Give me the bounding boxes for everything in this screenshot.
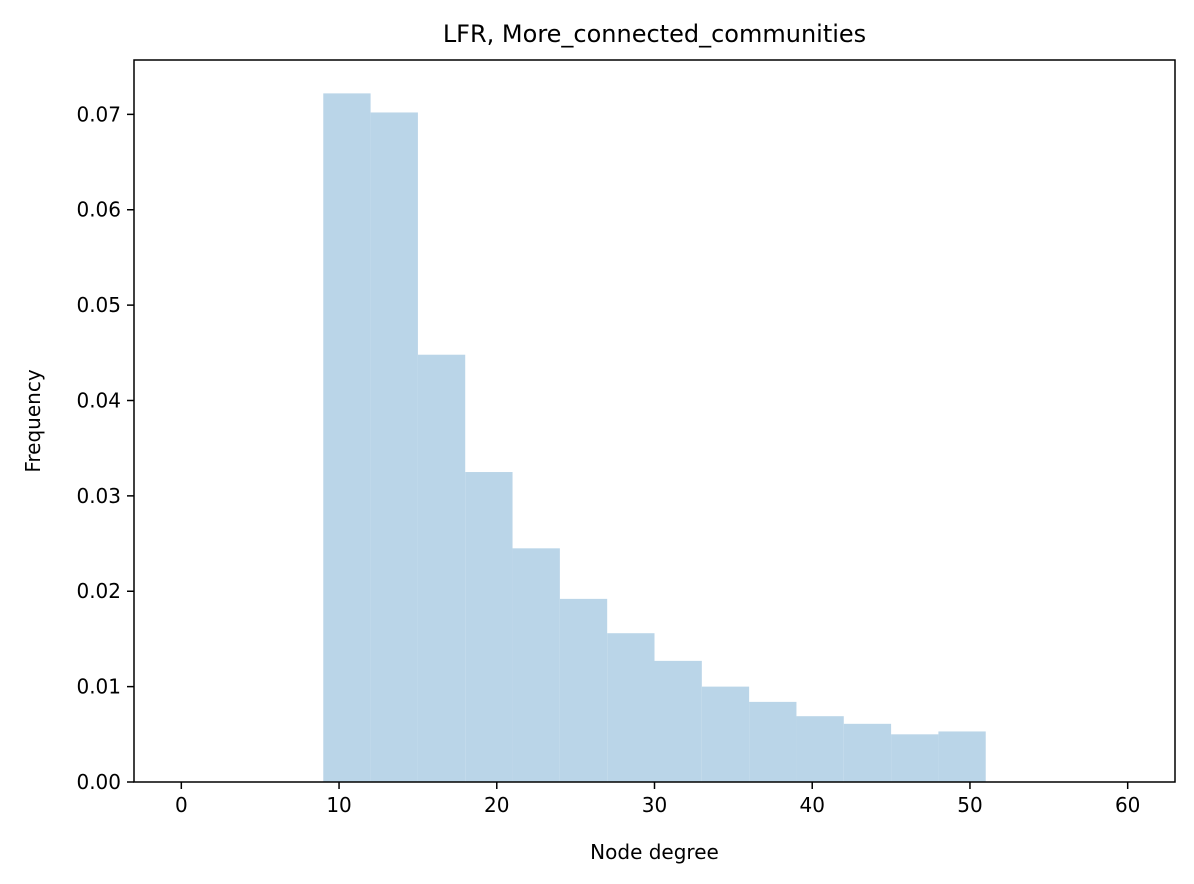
x-axis-title: Node degree [590, 840, 719, 864]
histogram-bar-12 [891, 734, 939, 782]
y-tick-label: 0.05 [76, 293, 121, 317]
histogram-bar-3 [465, 472, 513, 782]
y-tick-label: 0.03 [76, 484, 121, 508]
y-axis-title: Frequency [21, 369, 45, 472]
histogram-bar-7 [654, 660, 702, 782]
histogram-bar-13 [938, 731, 986, 782]
x-tick-label: 0 [175, 793, 188, 817]
histogram-bar-1 [370, 112, 418, 782]
y-tick-label: 0.02 [76, 579, 121, 603]
chart-title: LFR, More_connected_communities [443, 20, 866, 48]
y-tick-label: 0.07 [76, 102, 121, 126]
histogram-bar-6 [607, 633, 655, 782]
x-tick-label: 30 [642, 793, 667, 817]
x-tick-label: 50 [957, 793, 982, 817]
histogram-bar-8 [701, 686, 750, 782]
histogram-bar-10 [796, 716, 844, 782]
y-tick-label: 0.06 [76, 198, 121, 222]
x-tick-label: 20 [484, 793, 509, 817]
histogram-bar-2 [417, 354, 466, 782]
histogram-bar-11 [843, 723, 892, 782]
histogram-bar-4 [512, 548, 560, 782]
x-axis-ticks: 0 10 20 30 40 50 60 [175, 782, 1140, 817]
x-tick-label: 40 [800, 793, 825, 817]
y-tick-label: 0.00 [76, 770, 121, 794]
bars [323, 93, 986, 782]
histogram-bar-9 [749, 701, 797, 782]
y-tick-label: 0.01 [76, 675, 121, 699]
x-tick-label: 10 [326, 793, 351, 817]
histogram-bar-0 [323, 93, 371, 782]
histogram-bar-5 [559, 598, 608, 782]
y-tick-label: 0.04 [76, 388, 121, 412]
x-tick-label: 60 [1115, 793, 1140, 817]
y-axis-ticks: 0.00 0.01 0.02 0.03 0.04 0.05 0.06 0.07 [76, 102, 134, 794]
